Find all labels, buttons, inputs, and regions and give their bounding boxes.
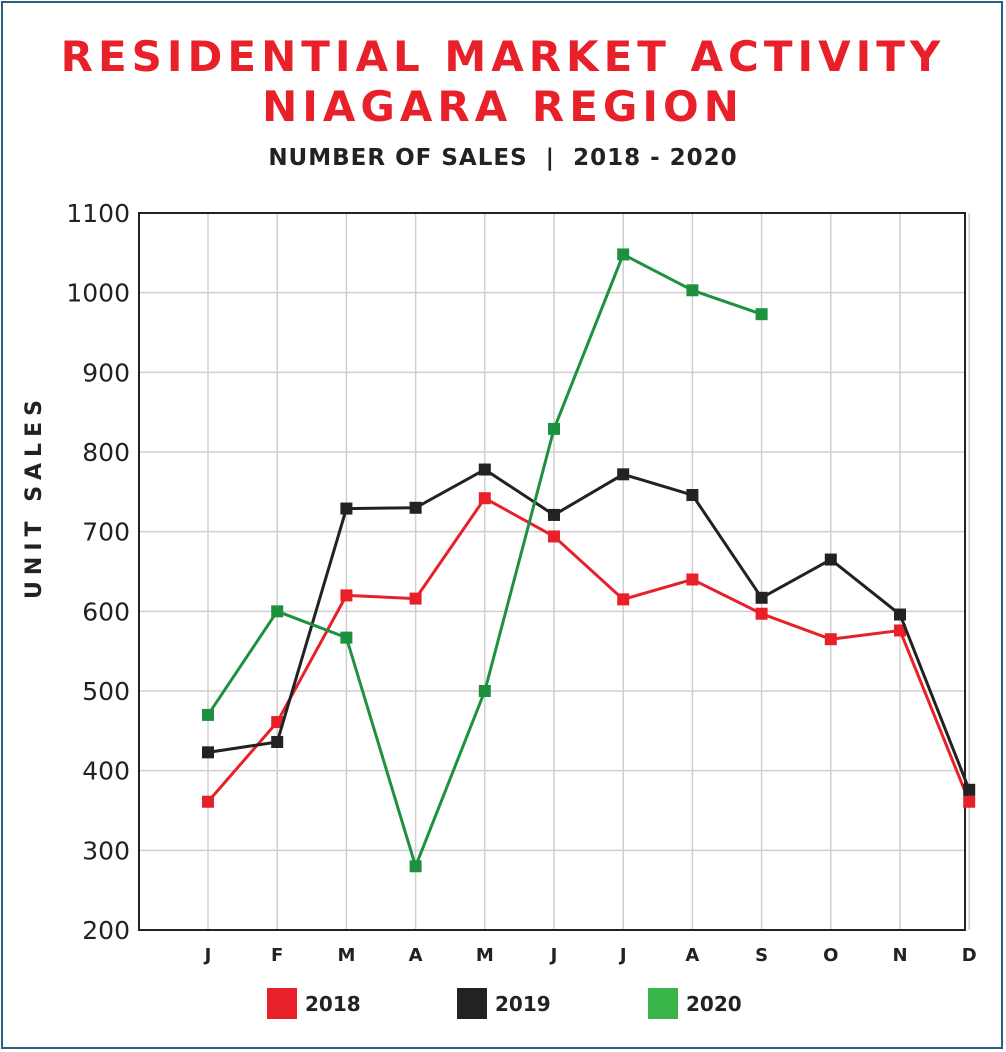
data-point-2018-3 (409, 592, 422, 605)
data-point-2018-1 (271, 716, 284, 729)
data-point-2020-3 (409, 860, 422, 873)
data-point-2018-9 (824, 633, 837, 646)
legend-label-2019: 2019 (495, 992, 551, 1016)
data-point-2019-1 (271, 735, 284, 748)
data-point-2018-10 (894, 624, 906, 637)
data-point-2018-7 (686, 573, 699, 586)
x-tick-label-9: O (823, 945, 838, 966)
y-tick-label-1100: 1100 (66, 199, 130, 228)
data-point-2019-10 (894, 608, 906, 621)
chart-title-line2: NIAGARA REGION (262, 82, 744, 131)
y-tick-label-500: 500 (82, 677, 130, 706)
y-tick-label-200: 200 (82, 916, 130, 945)
data-point-2020-5 (548, 422, 560, 435)
x-tick-label-7: A (685, 945, 699, 966)
legend-label-2018: 2018 (305, 992, 361, 1016)
data-point-2018-11 (963, 795, 976, 808)
data-point-2018-0 (202, 795, 214, 808)
data-point-2019-0 (202, 746, 214, 759)
legend-swatch-2020 (648, 988, 678, 1019)
data-point-2020-8 (755, 308, 768, 321)
data-point-2018-5 (548, 530, 560, 543)
x-tick-label-2: M (337, 945, 355, 966)
data-point-2019-8 (755, 591, 768, 604)
data-point-2019-4 (478, 463, 491, 476)
legend-swatch-2018 (267, 988, 297, 1019)
series-line-2019 (207, 468, 971, 791)
x-tick-label-6: J (618, 945, 627, 966)
y-tick-label-900: 900 (82, 358, 130, 387)
y-tick-label-300: 300 (82, 836, 130, 865)
data-point-2019-3 (409, 501, 422, 514)
data-point-2019-5 (548, 508, 560, 521)
data-point-2019-7 (686, 489, 699, 502)
data-point-2019-2 (340, 502, 353, 515)
x-tick-label-3: A (409, 945, 423, 966)
y-tick-label-600: 600 (82, 597, 130, 626)
data-point-2019-9 (824, 553, 837, 566)
data-point-2020-6 (617, 248, 630, 261)
y-tick-label-400: 400 (82, 757, 130, 786)
data-point-2019-6 (617, 468, 630, 481)
legend-label-2020: 2020 (686, 992, 742, 1016)
x-tick-label-11: D (962, 945, 977, 966)
y-axis-label: UNIT SALES (22, 394, 47, 599)
plot-area-border (138, 212, 966, 931)
y-tick-label-800: 800 (82, 438, 130, 467)
x-tick-label-5: J (549, 945, 558, 966)
legend-swatch-2019 (457, 988, 487, 1019)
data-point-2018-4 (478, 492, 491, 505)
y-tick-label-700: 700 (82, 518, 130, 547)
data-point-2018-2 (340, 589, 353, 602)
x-tick-label-10: N (892, 945, 907, 966)
series-line-2018 (206, 496, 971, 803)
data-point-2020-0 (202, 708, 214, 721)
x-tick-label-1: F (271, 945, 283, 966)
chart-title-line1: RESIDENTIAL MARKET ACTIVITY (60, 32, 946, 81)
data-point-2020-4 (478, 685, 491, 697)
data-point-2018-6 (617, 593, 630, 606)
chart-subtitle: NUMBER OF SALES | 2018 - 2020 (268, 145, 738, 171)
x-tick-label-8: S (755, 945, 768, 966)
data-point-2020-1 (271, 605, 284, 618)
x-tick-label-4: M (476, 945, 494, 966)
x-tick-label-0: J (203, 945, 212, 966)
data-point-2018-8 (755, 607, 768, 620)
y-tick-label-1000: 1000 (66, 279, 130, 308)
data-point-2020-2 (340, 631, 353, 644)
data-point-2020-7 (686, 284, 699, 297)
data-point-2019-11 (963, 783, 976, 796)
